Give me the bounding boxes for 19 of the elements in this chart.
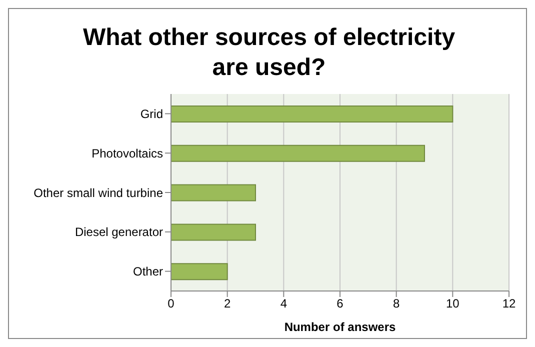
x-tick-label: 6 [336, 296, 344, 311]
x-tick-label: 12 [502, 296, 516, 311]
x-tick-label: 10 [446, 296, 460, 311]
y-tick-label: Other small wind turbine [34, 186, 164, 200]
bar [171, 184, 256, 202]
x-axis-title: Number of answers [284, 320, 396, 334]
y-tick-label: Grid [140, 106, 163, 121]
bar [171, 144, 425, 162]
x-tick-label: 8 [392, 296, 400, 311]
bar [171, 263, 228, 280]
x-tick-label: 2 [224, 296, 231, 311]
x-tick-label: 4 [280, 296, 288, 311]
chart-title: What other sources of electricity are used? [82, 23, 456, 83]
x-tick-label: 0 [168, 296, 175, 311]
y-tick-label: Photovoltaics [92, 146, 163, 160]
y-tick-label: Other [132, 264, 163, 279]
y-tick-label: Diesel generator [74, 225, 163, 240]
bar [171, 224, 256, 241]
bar [171, 106, 454, 122]
